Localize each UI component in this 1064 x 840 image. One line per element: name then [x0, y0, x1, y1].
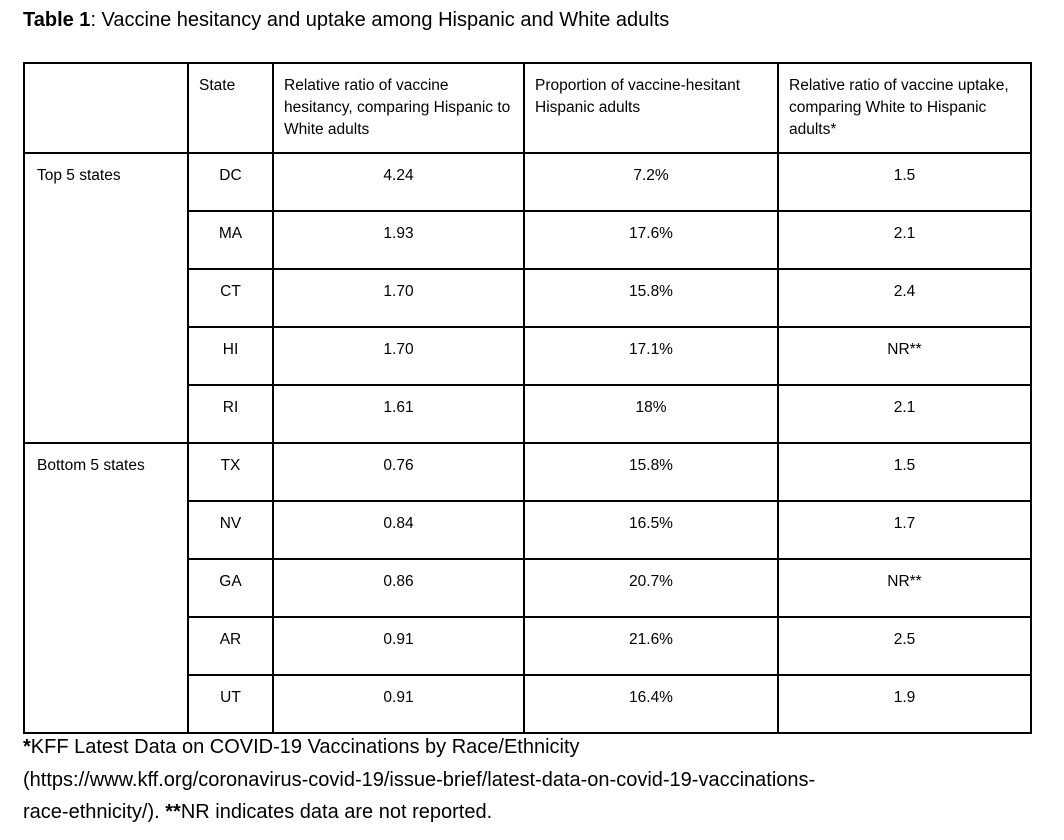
table-title-label: Table 1 [23, 9, 91, 31]
state-cell: UT [187, 674, 274, 734]
table-row: UT 0.91 16.4% 1.9 [24, 674, 1032, 734]
uptake-ratio-cell: 2.1 [777, 384, 1032, 444]
header-cell-uptake-ratio: Relative ratio of vaccine uptake, compar… [777, 62, 1032, 154]
group-label-top5: Top 5 states [23, 152, 189, 444]
hesitant-proportion-cell: 20.7% [523, 558, 779, 618]
hesitancy-ratio-cell: 0.86 [272, 558, 525, 618]
uptake-ratio-cell: 1.9 [777, 674, 1032, 734]
hesitant-proportion-cell: 15.8% [523, 442, 779, 502]
vaccine-table: State Relative ratio of vaccine hesitanc… [23, 62, 1032, 734]
hesitancy-ratio-cell: 4.24 [272, 152, 525, 212]
table-title-text: : Vaccine hesitancy and uptake among His… [90, 9, 670, 31]
state-cell: TX [187, 442, 274, 502]
hesitant-proportion-cell: 17.1% [523, 326, 779, 386]
state-cell: AR [187, 616, 274, 676]
header-cell-hesitant-proportion: Proportion of vaccine-hesitant Hispanic … [523, 62, 779, 154]
state-cell: CT [187, 268, 274, 328]
table-row: AR 0.91 21.6% 2.5 [24, 616, 1032, 676]
footnote-source-text: KFF Latest Data on COVID-19 Vaccinations… [30, 736, 580, 758]
footnote-line-1: *KFF Latest Data on COVID-19 Vaccination… [23, 731, 815, 764]
uptake-ratio-cell: 1.7 [777, 500, 1032, 560]
hesitancy-ratio-cell: 1.93 [272, 210, 525, 270]
uptake-ratio-cell: 2.1 [777, 210, 1032, 270]
footnote-marker-1: * [23, 736, 31, 758]
hesitancy-ratio-cell: 1.61 [272, 384, 525, 444]
uptake-ratio-cell: 2.4 [777, 268, 1032, 328]
hesitant-proportion-cell: 16.4% [523, 674, 779, 734]
header-cell-hesitancy-ratio: Relative ratio of vaccine hesitancy, com… [272, 62, 525, 154]
table-row: RI 1.61 18% 2.1 [24, 384, 1032, 444]
state-cell: HI [187, 326, 274, 386]
uptake-ratio-cell: 1.5 [777, 152, 1032, 212]
hesitant-proportion-cell: 17.6% [523, 210, 779, 270]
hesitant-proportion-cell: 7.2% [523, 152, 779, 212]
group-label-bottom5: Bottom 5 states [23, 442, 189, 734]
table-row: GA 0.86 20.7% NR** [24, 558, 1032, 618]
footnote-line-2: (https://www.kff.org/coronavirus-covid-1… [23, 764, 815, 797]
table-footnote: *KFF Latest Data on COVID-19 Vaccination… [23, 731, 815, 829]
hesitancy-ratio-cell: 1.70 [272, 268, 525, 328]
header-cell-state: State [187, 62, 274, 154]
state-cell: NV [187, 500, 274, 560]
hesitant-proportion-cell: 15.8% [523, 268, 779, 328]
hesitancy-ratio-cell: 0.91 [272, 674, 525, 734]
hesitancy-ratio-cell: 1.70 [272, 326, 525, 386]
state-cell: MA [187, 210, 274, 270]
table-row: CT 1.70 15.8% 2.4 [24, 268, 1032, 328]
table-row: Top 5 states DC 4.24 7.2% 1.5 [23, 152, 1032, 444]
state-cell: GA [187, 558, 274, 618]
uptake-ratio-cell: NR** [777, 326, 1032, 386]
table-row: MA 1.93 17.6% 2.1 [24, 210, 1032, 270]
uptake-ratio-cell: NR** [777, 558, 1032, 618]
table-row: Bottom 5 states TX 0.76 15.8% 1.5 [23, 442, 1032, 734]
footnote-nr-text: NR indicates data are not reported. [180, 801, 493, 823]
footnote-line-3: race-ethnicity/). **NR indicates data ar… [23, 796, 815, 829]
table-row: HI 1.70 17.1% NR** [24, 326, 1032, 386]
footnote-marker-2: ** [165, 801, 181, 823]
state-cell: RI [187, 384, 274, 444]
hesitant-proportion-cell: 21.6% [523, 616, 779, 676]
hesitancy-ratio-cell: 0.76 [272, 442, 525, 502]
header-row: State Relative ratio of vaccine hesitanc… [23, 62, 1032, 154]
header-cell-group [23, 62, 189, 154]
hesitant-proportion-cell: 16.5% [523, 500, 779, 560]
hesitancy-ratio-cell: 0.84 [272, 500, 525, 560]
hesitancy-ratio-cell: 0.91 [272, 616, 525, 676]
uptake-ratio-cell: 2.5 [777, 616, 1032, 676]
state-cell: DC [187, 152, 274, 212]
hesitant-proportion-cell: 18% [523, 384, 779, 444]
uptake-ratio-cell: 1.5 [777, 442, 1032, 502]
table-title: Table 1: Vaccine hesitancy and uptake am… [23, 7, 669, 33]
table-row: NV 0.84 16.5% 1.7 [24, 500, 1032, 560]
footnote-url-end-text: race-ethnicity/). [23, 801, 166, 823]
footnote-url-text: (https://www.kff.org/coronavirus-covid-1… [23, 768, 816, 791]
